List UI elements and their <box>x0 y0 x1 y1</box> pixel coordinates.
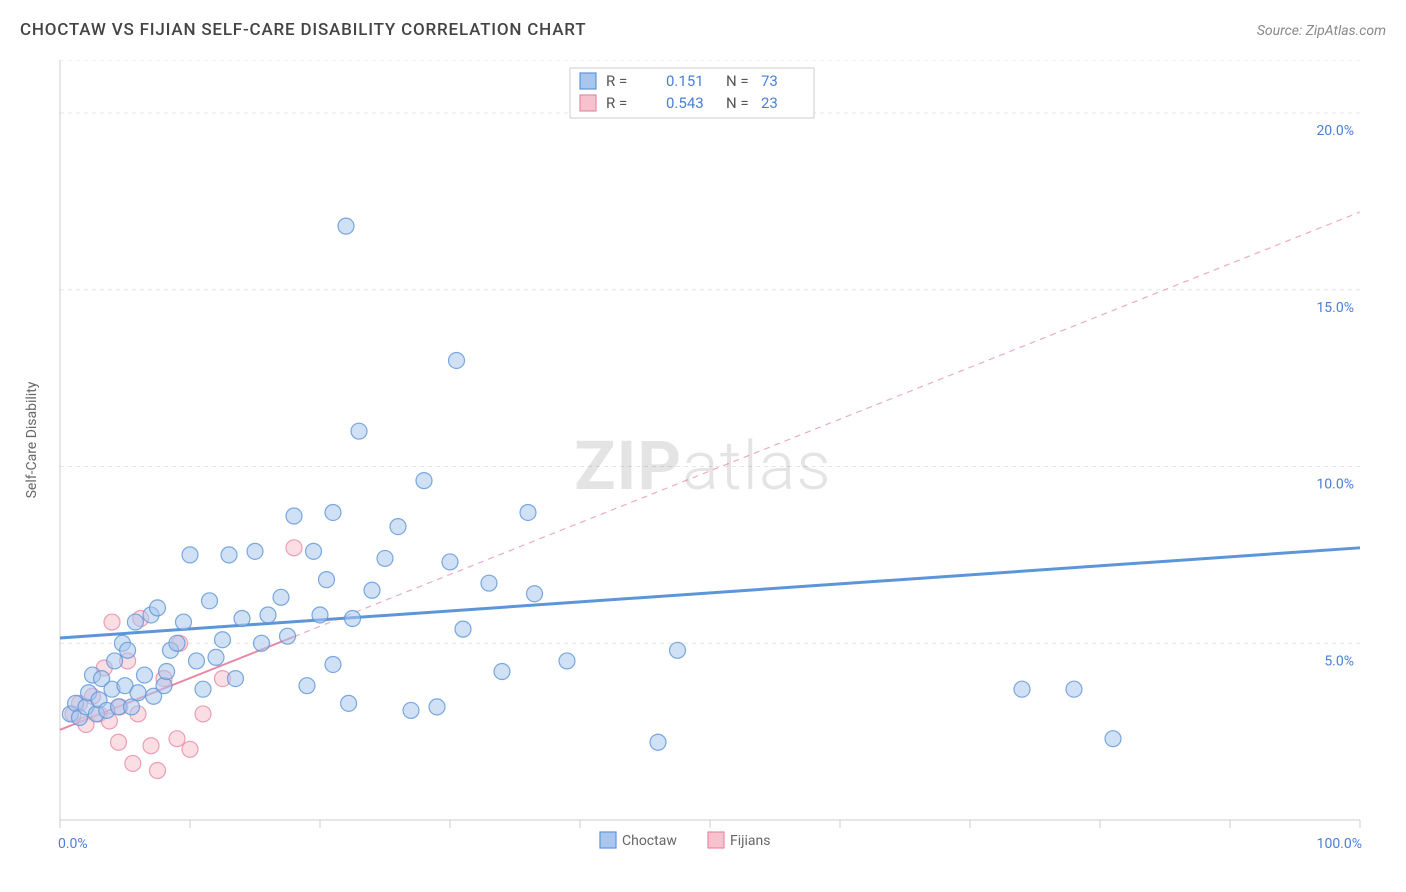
data-point <box>1014 681 1030 697</box>
data-point <box>520 504 536 520</box>
data-point <box>312 607 328 623</box>
data-point <box>650 734 666 750</box>
x-tick-label: 100.0% <box>1317 836 1362 852</box>
data-point <box>120 642 136 658</box>
data-point <box>494 664 510 680</box>
data-point <box>306 543 322 559</box>
data-point <box>127 614 143 630</box>
data-point <box>429 699 445 715</box>
data-point <box>286 540 302 556</box>
data-point <box>345 611 361 627</box>
data-point <box>176 614 192 630</box>
data-point <box>403 702 419 718</box>
legend-stat: N = <box>726 72 749 90</box>
legend-stat: 73 <box>761 72 778 90</box>
data-point <box>481 575 497 591</box>
data-point <box>189 653 205 669</box>
data-point <box>670 642 686 658</box>
data-point <box>341 695 357 711</box>
source-attribution: Source: ZipAtlas.com <box>1257 23 1386 39</box>
data-point <box>104 614 120 630</box>
data-point <box>202 593 218 609</box>
data-point <box>260 607 276 623</box>
data-point <box>286 508 302 524</box>
legend-stat: 0.151 <box>666 72 704 90</box>
y-tick-label: 20.0% <box>1316 123 1354 139</box>
data-point <box>195 706 211 722</box>
data-point <box>143 738 159 754</box>
data-point <box>107 653 123 669</box>
data-point <box>150 763 166 779</box>
data-point <box>228 671 244 687</box>
legend-swatch <box>708 832 724 848</box>
data-point <box>527 586 543 602</box>
data-point <box>111 734 127 750</box>
y-tick-label: 10.0% <box>1316 477 1354 493</box>
data-point <box>254 635 270 651</box>
data-point <box>455 621 471 637</box>
data-point <box>208 649 224 665</box>
data-point <box>156 678 172 694</box>
data-point <box>442 554 458 570</box>
data-point <box>416 473 432 489</box>
data-point <box>1105 731 1121 747</box>
data-point <box>338 218 354 234</box>
legend-stat: 0.543 <box>666 94 704 112</box>
data-point <box>319 572 335 588</box>
data-point <box>325 656 341 672</box>
legend-label: Choctaw <box>622 833 677 849</box>
data-point <box>559 653 575 669</box>
data-point <box>247 543 263 559</box>
legend-stat: R = <box>606 72 627 90</box>
chart-title: CHOCTAW VS FIJIAN SELF-CARE DISABILITY C… <box>20 20 586 40</box>
data-point <box>137 667 153 683</box>
data-point <box>377 550 393 566</box>
data-point <box>364 582 380 598</box>
data-point <box>390 519 406 535</box>
x-tick-label: 0.0% <box>58 836 88 852</box>
data-point <box>169 731 185 747</box>
data-point <box>273 589 289 605</box>
data-point <box>195 681 211 697</box>
y-axis-label: Self-Care Disability <box>24 381 40 498</box>
legend-stat: N = <box>726 94 749 112</box>
data-point <box>299 678 315 694</box>
data-point <box>449 352 465 368</box>
data-point <box>1066 681 1082 697</box>
data-point <box>130 685 146 701</box>
y-tick-label: 5.0% <box>1324 653 1354 669</box>
data-point <box>182 741 198 757</box>
y-tick-label: 15.0% <box>1316 300 1354 316</box>
data-point <box>351 423 367 439</box>
data-point <box>159 664 175 680</box>
data-point <box>234 611 250 627</box>
legend-stat: 23 <box>761 94 778 112</box>
data-point <box>325 504 341 520</box>
data-point <box>150 600 166 616</box>
legend-label: Fijians <box>730 833 770 849</box>
data-point <box>215 632 231 648</box>
data-point <box>169 635 185 651</box>
data-point <box>221 547 237 563</box>
data-point <box>182 547 198 563</box>
data-point <box>125 755 141 771</box>
legend-swatch <box>600 832 616 848</box>
correlation-scatter-chart: 5.0% 10.0% 15.0% 20.0% 0.0% 100.0% Self-Care D… <box>20 60 1386 872</box>
legend-stat: R = <box>606 94 627 112</box>
data-point <box>280 628 296 644</box>
